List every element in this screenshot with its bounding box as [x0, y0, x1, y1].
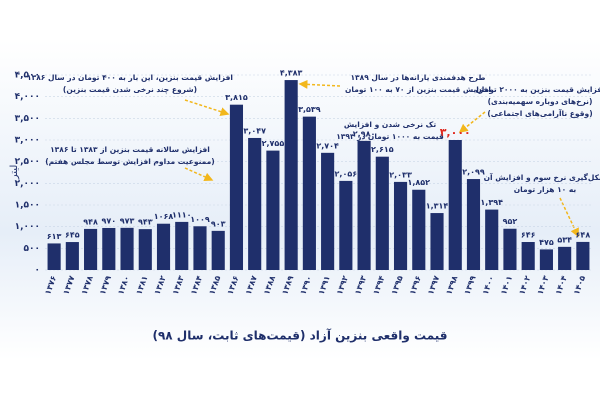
bar: [576, 241, 590, 270]
data-label: ۹۴۸: [83, 217, 98, 226]
y-tick-label: ۳,۵۰۰: [15, 114, 40, 124]
y-tick-label: ۰: [35, 266, 41, 276]
arrow: [184, 99, 230, 116]
data-label: ۱۰۶۸: [154, 212, 174, 221]
annotation: (نرخ‌های دوباره سهمیه‌بندی): [488, 97, 593, 106]
data-label: ۳,۸۱۵: [225, 93, 248, 102]
bar: [47, 243, 61, 270]
bar: [229, 104, 244, 270]
bar: [321, 152, 335, 270]
data-label: ۱,۳۹۴: [480, 198, 503, 207]
arrow: [298, 79, 341, 89]
data-label: ۵۳۴: [557, 235, 572, 244]
y-tick-label: ۵۰۰: [24, 244, 40, 254]
bar: [412, 189, 426, 270]
annotation: قیمت به ۱۰۰۰ تومان در ۱۳۹۳: [336, 132, 444, 141]
bar: [175, 221, 189, 270]
annotation: تک نرخی شدن و افزایش: [344, 120, 437, 129]
bar: [430, 213, 444, 270]
data-label: ۱,۸۵۲: [407, 178, 430, 187]
annotation: افزایش سالانه قیمت بنزین از ۱۳۸۳ تا ۱۳۸۶: [50, 145, 210, 154]
data-label: ۲,۷۵۵: [262, 139, 285, 148]
bar: [84, 228, 98, 270]
annotation: طرح هدفمندی یارانه‌ها در سال ۱۳۸۹: [350, 73, 485, 82]
annotation: (شروع چند نرخی شدن قیمت بنزین): [63, 85, 197, 94]
annotation: افزایش قیمت بنزین، این بار به ۴۰۰ تومان …: [27, 73, 233, 82]
bar: [503, 228, 517, 270]
data-label: ۶۴۵: [65, 231, 80, 240]
data-label: ۶۴۶: [521, 231, 536, 240]
data-label: ۳,۰۰۰: [440, 126, 471, 139]
bar: [284, 80, 298, 270]
data-label: ۱,۳۱۴: [426, 202, 449, 211]
bar: [65, 242, 79, 270]
data-label: ۶۱۳: [47, 232, 62, 241]
y-tick-label: ۱,۵۰۰: [15, 201, 40, 211]
data-label: ۹۷۰: [101, 216, 116, 225]
bar: [393, 181, 408, 270]
chart-title: قیمت واقعی بنزین آزاد (قیمت‌های ثابت، سا…: [152, 328, 447, 344]
data-label: ۹۵۲: [503, 217, 518, 226]
annotation: افزایش قیمت بنزین به ۲۰۰۰ تومان: [475, 85, 600, 94]
annotation: افزایش قیمت بنزین از ۷۰ به ۱۰۰ تومان: [345, 85, 491, 94]
data-label: ۱۱۱۰: [172, 210, 192, 219]
arrow: [458, 111, 486, 133]
data-label: ۴۷۵: [539, 238, 554, 247]
bar: [485, 209, 499, 270]
bar: [521, 242, 535, 270]
bar: [448, 140, 462, 270]
bar: [102, 227, 116, 270]
bar: [156, 223, 171, 270]
data-label: ۲,۷۰۴: [316, 141, 339, 150]
bar: [302, 116, 316, 270]
data-label: ۹۰۳: [211, 219, 226, 228]
y-tick-label: ۴,۰۰۰: [15, 92, 40, 102]
bar: [120, 227, 134, 270]
data-label: ۹۷۳: [120, 216, 135, 225]
data-label: ۶۴۸: [576, 230, 591, 239]
bar: [539, 249, 553, 270]
y-tick-label: ۲,۵۰۰: [15, 157, 40, 167]
bar: [558, 246, 572, 270]
bar: [211, 230, 225, 270]
y-tick-label: ۴,۵۰۰: [15, 71, 40, 81]
data-label: ۳,۰۴۷: [243, 126, 266, 135]
y-axis-label: لیتر: [9, 165, 20, 181]
data-label: ۹۴۳: [138, 218, 153, 227]
annotation: (ممنوعیت مداوم افزایش توسط مجلس هفتم): [45, 157, 215, 166]
data-label: ۴,۳۸۳: [280, 69, 303, 78]
annotation: به ۱۰ هزار تومان: [514, 185, 577, 194]
background: [0, 40, 600, 360]
bar: [193, 226, 207, 270]
data-label: ۱۰۰۹: [190, 215, 210, 224]
bar: [138, 229, 152, 270]
data-label: ۲,۹۸۰: [353, 129, 376, 138]
data-label: ۲,۰۳۳: [389, 170, 412, 179]
data-label: ۳,۵۳۹: [298, 105, 321, 114]
arrow: [559, 197, 579, 238]
annotation: شکل‌گیری نرخ سوم و افزایش آن: [484, 172, 600, 182]
bar: [266, 150, 280, 270]
bar: [375, 156, 389, 270]
bar: [357, 140, 371, 270]
annotation: (وقوع ناآرامی‌های اجتماعی): [487, 108, 592, 118]
bar: [466, 179, 481, 270]
y-tick-label: ۱,۰۰۰: [15, 222, 40, 232]
data-label: ۲,۶۱۵: [371, 145, 394, 154]
bar: [248, 137, 262, 270]
data-label: ۲,۰۵۶: [335, 169, 358, 178]
y-tick-label: ۳,۰۰۰: [15, 136, 40, 146]
bar: [339, 180, 353, 270]
data-label: ۲,۰۹۹: [462, 168, 485, 177]
y-tick-label: ۲,۰۰۰: [15, 179, 40, 189]
